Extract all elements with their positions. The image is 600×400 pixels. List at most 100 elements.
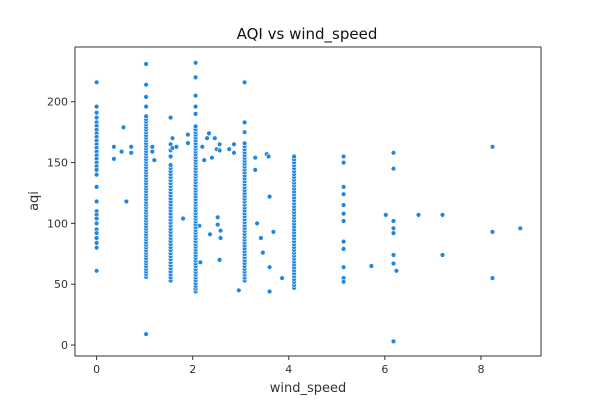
plot-frame (74, 46, 542, 357)
y-tick-label: 150 (47, 157, 68, 170)
x-axis-ticks: 0 2 4 6 8 (93, 356, 484, 376)
data-point (266, 288, 273, 295)
data-point (185, 131, 191, 138)
data-point (390, 260, 397, 267)
data-point (390, 218, 397, 224)
data-point (149, 144, 156, 150)
data-point (383, 212, 389, 218)
data-point (169, 135, 176, 141)
data-point (185, 140, 191, 146)
x-tick-label: 4 (285, 363, 292, 376)
data-point (390, 252, 397, 258)
data-point (167, 153, 174, 160)
data-point (120, 124, 127, 131)
data-point (216, 257, 223, 263)
data-point (279, 275, 285, 281)
data-point (258, 235, 264, 241)
data-point (93, 215, 100, 222)
data-point (192, 92, 199, 99)
data-point (204, 135, 210, 141)
data-point (173, 144, 180, 150)
data-point (93, 109, 100, 116)
data-point (340, 202, 347, 208)
data-point (489, 229, 496, 235)
data-point (143, 81, 149, 88)
data-point (340, 246, 347, 252)
data-point (241, 129, 248, 135)
y-tick-label: 0 (61, 339, 68, 352)
data-point (340, 279, 347, 285)
data-point (340, 238, 347, 245)
data-point (390, 150, 397, 156)
x-axis-label: wind_speed (270, 381, 347, 396)
y-axis-ticks: 0 50 100 150 200 (47, 96, 75, 352)
data-point (252, 167, 258, 173)
data-point (390, 225, 397, 232)
y-tick-label: 200 (47, 96, 68, 109)
data-point (236, 287, 242, 293)
data-point (111, 144, 117, 150)
data-point (123, 198, 130, 205)
data-point (241, 140, 248, 147)
data-point (291, 153, 297, 160)
data-point (93, 184, 100, 190)
data-point (197, 259, 204, 265)
data-point (216, 141, 223, 148)
data-point (368, 263, 375, 269)
data-point (266, 264, 273, 270)
data-point (489, 275, 496, 281)
data-point (340, 159, 347, 166)
data-point (206, 130, 212, 137)
data-point (340, 184, 347, 190)
data-point (217, 228, 224, 234)
data-point (93, 114, 100, 121)
data-point (212, 135, 218, 141)
data-point (128, 144, 134, 150)
data-point (517, 225, 523, 232)
data-point (93, 240, 100, 246)
data-point (93, 268, 100, 274)
data-point (270, 229, 277, 235)
data-point (93, 220, 100, 227)
data-point (199, 144, 206, 150)
y-tick-label: 100 (47, 217, 68, 230)
y-axis-label: aqi (27, 191, 42, 211)
data-point (439, 212, 446, 218)
data-point (340, 264, 347, 270)
data-point (340, 211, 347, 217)
data-point (390, 230, 397, 236)
data-point (252, 155, 258, 161)
data-point (192, 103, 199, 110)
data-point (415, 212, 422, 218)
data-point (192, 123, 199, 130)
data-point (340, 191, 347, 197)
data-point (209, 155, 215, 161)
y-tick-label: 50 (54, 278, 68, 291)
data-point (192, 111, 199, 117)
data-point (143, 331, 149, 337)
x-tick-label: 6 (381, 363, 388, 376)
data-point (143, 113, 149, 120)
data-point (226, 146, 232, 152)
data-point (266, 193, 273, 200)
data-points (93, 60, 523, 345)
data-point (231, 150, 237, 156)
data-point (167, 114, 174, 121)
data-point (93, 235, 100, 241)
x-tick-label: 0 (93, 363, 100, 376)
data-point (149, 148, 156, 155)
x-tick-label: 2 (189, 363, 196, 376)
data-point (215, 221, 221, 228)
data-point (390, 166, 397, 172)
data-point (93, 167, 100, 173)
data-point (340, 153, 347, 160)
data-point (143, 103, 149, 110)
data-point (390, 338, 397, 345)
data-point (143, 61, 149, 67)
data-point (118, 148, 125, 155)
chart-title: AQI vs wind_speed (237, 25, 378, 44)
data-point (151, 157, 158, 163)
data-point (207, 231, 213, 238)
